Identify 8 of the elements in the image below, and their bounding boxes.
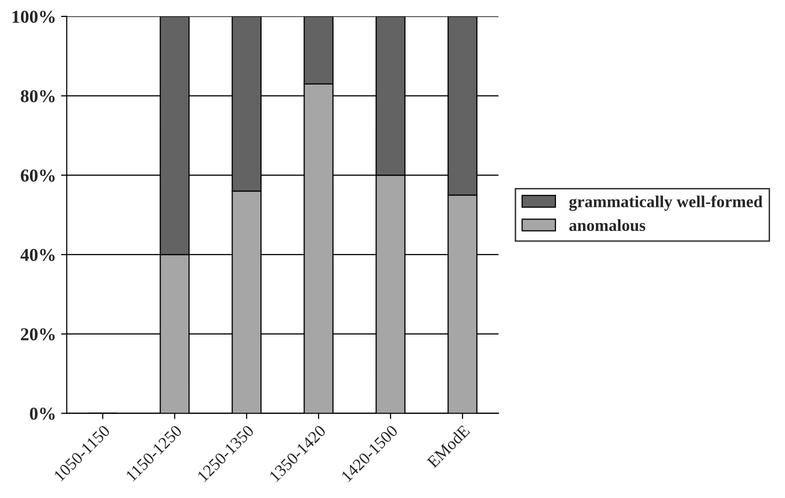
legend-label: anomalous (569, 219, 646, 232)
legend-label: grammatically well-formed (569, 195, 763, 211)
y-tick-label: 20% (20, 328, 55, 340)
y-tick-label: 40% (20, 248, 55, 262)
y-tick-label: 100% (12, 10, 55, 23)
y-tick-label: 80% (20, 90, 55, 102)
y-tick-label: 0% (30, 408, 55, 420)
y-tick-label: 60% (20, 169, 55, 182)
